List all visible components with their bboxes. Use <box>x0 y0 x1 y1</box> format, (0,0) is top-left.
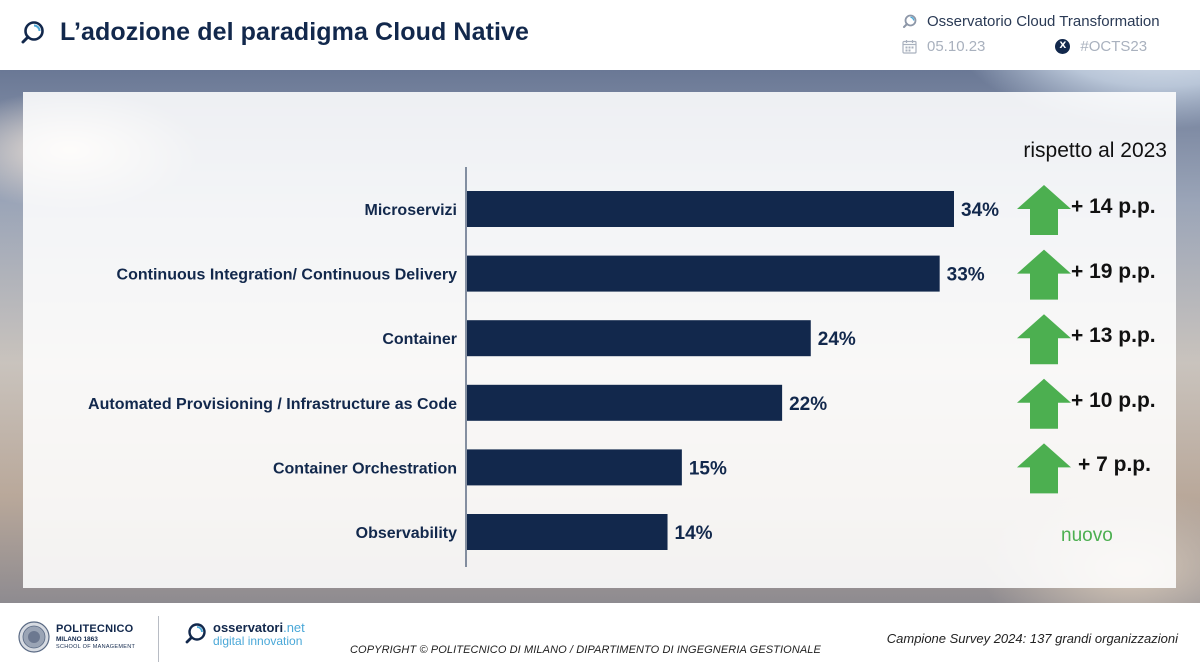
event-hashtag: #OCTS23 <box>1080 37 1148 55</box>
page-title: L’adozione del paradigma Cloud Native <box>60 18 530 46</box>
magnifier-logo-icon <box>21 20 44 43</box>
up-arrow-icon <box>1017 314 1071 365</box>
delta-label: + 13 p.p. <box>1071 324 1156 348</box>
new-label: nuovo <box>1061 525 1113 546</box>
bar <box>467 384 783 421</box>
value-label: 22% <box>789 394 827 415</box>
up-arrow-icon <box>1017 185 1071 235</box>
footer-divider <box>158 616 159 662</box>
bar <box>467 449 682 486</box>
politecnico-school: SCHOOL OF MANAGEMENT <box>56 644 136 650</box>
politecnico-logo: POLITECNICO MILANO 1863 SCHOOL OF MANAGE… <box>18 621 135 653</box>
delta-label: + 7 p.p. <box>1078 453 1151 477</box>
magnifier-small-icon <box>903 14 917 28</box>
event-meta: Osservatorio Cloud Transformation 05.10.… <box>902 10 1160 57</box>
politecnico-seal-icon <box>18 621 50 653</box>
category-label: Microservizi <box>365 202 457 219</box>
bar <box>467 255 940 292</box>
value-label: 14% <box>675 523 713 544</box>
osservatori-name: osservatori.net <box>213 620 305 635</box>
event-date: 05.10.23 <box>927 37 986 55</box>
value-label: 15% <box>689 458 727 479</box>
footer: POLITECNICO MILANO 1863 SCHOOL OF MANAGE… <box>0 603 1200 670</box>
hashtag-block: X #OCTS23 <box>1055 38 1147 55</box>
survey-note: Campione Survey 2024: 137 grandi organiz… <box>886 631 1178 646</box>
osservatori-logo: osservatori.net digital innovation <box>184 621 305 647</box>
copyright-note: COPYRIGHT © POLITECNICO DI MILANO / DIPA… <box>350 644 821 656</box>
politecnico-name: POLITECNICO <box>56 622 134 635</box>
category-label: Automated Provisioning / Infrastructure … <box>88 396 457 413</box>
value-label: 34% <box>961 200 999 221</box>
observatory-name: Osservatorio Cloud Transformation <box>927 12 1160 30</box>
header: L’adozione del paradigma Cloud Native Os… <box>0 0 1200 70</box>
bar <box>467 320 811 357</box>
category-label: Container <box>382 331 457 348</box>
title-block: L’adozione del paradigma Cloud Native <box>20 18 529 47</box>
date-hashtag-row: 05.10.23 X #OCTS23 <box>902 35 1160 57</box>
delta-label: + 10 p.p. <box>1071 388 1156 412</box>
comparison-title: rispetto al 2023 <box>1023 139 1167 162</box>
osservatori-magnifier-icon <box>185 623 206 644</box>
value-label: 33% <box>947 265 985 286</box>
chart-panel: Microservizi 34% Continuous Integration/ C… <box>23 92 1176 588</box>
bar <box>467 191 954 227</box>
observatory-row: Osservatorio Cloud Transformation <box>902 10 1160 32</box>
x-logo-icon: X <box>1055 38 1071 54</box>
up-arrow-icon <box>1017 378 1071 429</box>
politecnico-city: MILANO 1863 <box>56 635 98 643</box>
bar <box>467 514 668 550</box>
category-label: Observability <box>356 525 457 542</box>
calendar-icon <box>902 39 917 54</box>
bar-chart: Microservizi 34% Continuous Integration/ C… <box>88 167 1071 567</box>
delta-label: + 19 p.p. <box>1071 259 1156 283</box>
delta-label: + 14 p.p. <box>1071 195 1156 218</box>
up-arrow-icon <box>1017 249 1071 300</box>
value-label: 24% <box>818 329 856 350</box>
category-label: Continuous Integration/ Continuous Deliv… <box>117 267 458 284</box>
category-label: Container Orchestration <box>273 460 457 477</box>
osservatori-tagline: digital innovation <box>213 634 303 648</box>
up-arrow-icon <box>1017 443 1071 494</box>
